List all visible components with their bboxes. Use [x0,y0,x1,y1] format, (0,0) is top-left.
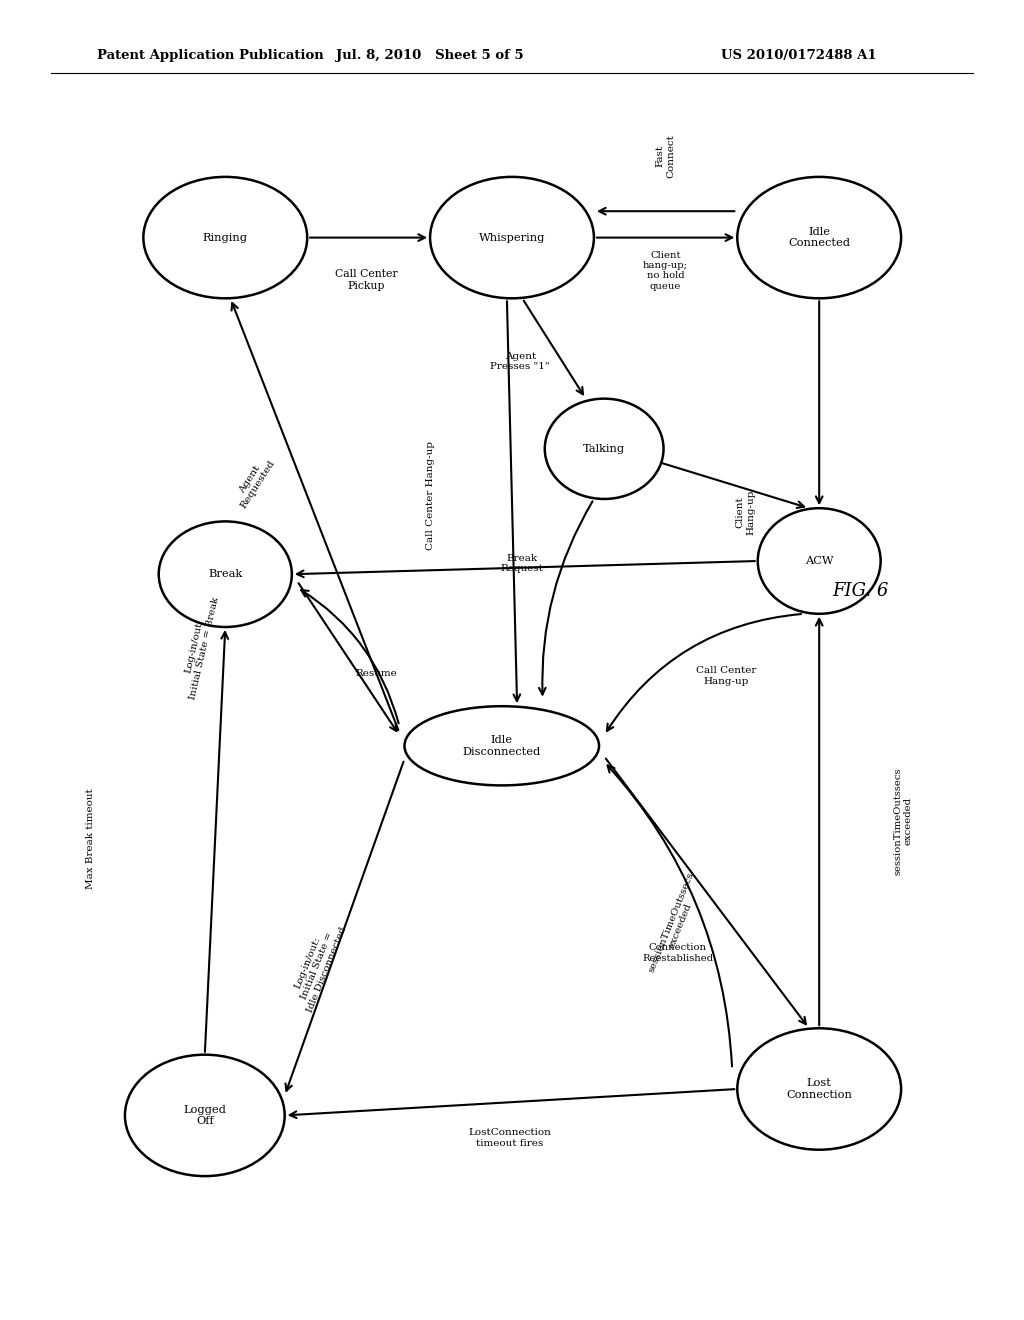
Text: Agent
Presses "1": Agent Presses "1" [490,352,550,371]
Text: Log-in/out:
Initial State = Break: Log-in/out: Initial State = Break [178,594,221,700]
Text: Jul. 8, 2010   Sheet 5 of 5: Jul. 8, 2010 Sheet 5 of 5 [336,49,524,62]
Text: ACW: ACW [805,556,834,566]
Text: Patent Application Publication: Patent Application Publication [97,49,324,62]
Text: Lost
Connection: Lost Connection [786,1078,852,1100]
Text: Fast
Connect: Fast Connect [656,133,675,178]
Text: US 2010/0172488 A1: US 2010/0172488 A1 [721,49,877,62]
Text: Call Center
Pickup: Call Center Pickup [335,269,398,290]
Text: Max Break timeout: Max Break timeout [86,788,94,888]
Text: sessionTimeOutssecs
exceeded: sessionTimeOutssecs exceeded [647,870,705,978]
Text: Talking: Talking [583,444,626,454]
Text: Whispering: Whispering [479,232,545,243]
Text: Connection
Reestablished: Connection Reestablished [642,944,714,962]
Text: FIG. 6: FIG. 6 [831,582,889,601]
Text: Break
Request: Break Request [501,554,544,573]
Text: Call Center Hang-up: Call Center Hang-up [426,441,434,549]
Text: Client
hang-up;
no hold
queue: Client hang-up; no hold queue [643,251,688,290]
Text: Resume: Resume [356,669,397,677]
Text: Call Center
Hang-up: Call Center Hang-up [696,667,757,685]
Text: Agent
Requested: Agent Requested [230,453,278,511]
Text: Idle
Disconnected: Idle Disconnected [463,735,541,756]
Text: Log-in/out:
Initial State =
Idle Disconnected: Log-in/out: Initial State = Idle Disconn… [287,919,348,1014]
Text: Idle
Connected: Idle Connected [788,227,850,248]
Text: Break: Break [208,569,243,579]
Text: Logged
Off: Logged Off [183,1105,226,1126]
Text: LostConnection
timeout fires: LostConnection timeout fires [469,1129,551,1147]
Text: Client
Hang-up: Client Hang-up [736,490,755,535]
Text: Ringing: Ringing [203,232,248,243]
Text: sessionTimeOutssecs
exceeded: sessionTimeOutssecs exceeded [894,767,912,875]
